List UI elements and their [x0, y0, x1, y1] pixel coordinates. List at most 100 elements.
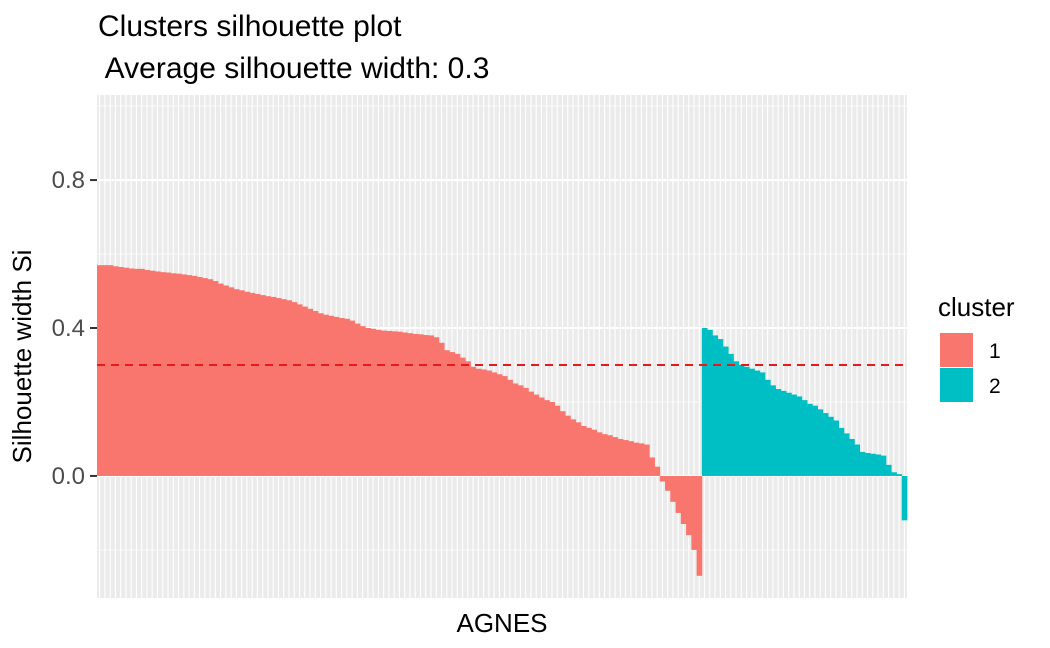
silhouette-bar-cluster-1	[659, 475, 666, 482]
silhouette-bar-cluster-1	[444, 350, 450, 476]
silhouette-bar-cluster-1	[570, 419, 577, 476]
silhouette-bar-cluster-1	[217, 283, 224, 476]
silhouette-bar-cluster-2	[864, 453, 871, 476]
silhouette-bar-cluster-2	[833, 420, 840, 476]
silhouette-bar-cluster-1	[307, 308, 314, 476]
silhouette-bar-cluster-2	[759, 372, 766, 476]
legend: cluster 1 2	[938, 292, 1015, 402]
silhouette-bar-cluster-2	[717, 339, 724, 476]
silhouette-bar-cluster-2	[807, 403, 813, 476]
silhouette-bar-cluster-1	[281, 299, 287, 476]
silhouette-bar-cluster-1	[349, 320, 356, 476]
silhouette-bar-cluster-1	[517, 385, 524, 476]
silhouette-bar-cluster-1	[438, 342, 445, 476]
silhouette-bar-cluster-1	[181, 274, 187, 476]
silhouette-bar-cluster-1	[175, 273, 182, 476]
silhouette-bar-cluster-1	[412, 333, 419, 476]
silhouette-bar-cluster-2	[764, 379, 771, 476]
silhouette-bar-cluster-1	[296, 304, 303, 476]
silhouette-bar-cluster-1	[233, 289, 240, 476]
silhouette-bar-cluster-2	[722, 346, 729, 476]
silhouette-bar-cluster-1	[591, 429, 598, 476]
silhouette-bar-cluster-1	[465, 361, 471, 476]
silhouette-bar-cluster-1	[228, 287, 235, 476]
silhouette-bar-cluster-1	[244, 291, 250, 476]
silhouette-bar-cluster-1	[144, 269, 150, 476]
silhouette-bar-cluster-1	[139, 268, 145, 476]
silhouette-bar-cluster-2	[775, 389, 782, 476]
legend-label-cluster-1: 1	[989, 340, 1001, 363]
silhouette-bar-cluster-2	[838, 427, 845, 476]
silhouette-bar-cluster-2	[812, 405, 818, 476]
silhouette-bar-cluster-1	[170, 273, 177, 476]
silhouette-bar-cluster-2	[843, 433, 850, 476]
silhouette-bar-cluster-1	[675, 475, 682, 513]
silhouette-bar-cluster-1	[638, 443, 645, 476]
silhouette-bar-cluster-2	[733, 361, 740, 476]
silhouette-bar-cluster-1	[191, 275, 198, 476]
silhouette-bar-cluster-1	[686, 475, 692, 536]
silhouette-bar-cluster-1	[338, 318, 345, 476]
silhouette-bar-cluster-1	[328, 315, 335, 476]
silhouette-bar-cluster-1	[165, 272, 172, 476]
silhouette-bar-cluster-1	[186, 275, 193, 476]
silhouette-bar-cluster-1	[523, 387, 529, 476]
silhouette-bar-cluster-2	[891, 472, 897, 476]
silhouette-bar-cluster-1	[622, 440, 629, 476]
silhouette-bar-cluster-2	[712, 335, 719, 476]
silhouette-bar-cluster-1	[502, 376, 508, 476]
silhouette-bar-cluster-1	[486, 370, 492, 476]
silhouette-bar-cluster-1	[575, 422, 582, 476]
silhouette-bar-cluster-1	[212, 281, 219, 476]
silhouette-bar-cluster-1	[470, 366, 477, 476]
silhouette-bar-cluster-1	[454, 353, 461, 476]
y-axis-title: Silhouette width Si	[7, 250, 37, 464]
silhouette-bar-cluster-1	[149, 270, 156, 476]
silhouette-bar-cluster-1	[607, 435, 613, 476]
silhouette-bar-cluster-1	[196, 276, 203, 476]
chart-title: Clusters silhouette plot	[98, 10, 402, 43]
silhouette-bar-cluster-1	[423, 335, 429, 476]
silhouette-bar-cluster-1	[275, 298, 282, 476]
silhouette-bar-cluster-1	[649, 457, 655, 476]
silhouette-bar-cluster-2	[801, 400, 808, 476]
silhouette-bar-cluster-1	[507, 379, 513, 476]
y-tick-label: 0.4	[52, 315, 85, 342]
silhouette-bar-cluster-1	[617, 438, 624, 476]
y-tick-label: 0.8	[52, 167, 85, 194]
silhouette-bar-cluster-2	[796, 396, 803, 476]
silhouette-bar-cluster-1	[133, 268, 140, 476]
silhouette-bar-cluster-2	[859, 451, 866, 476]
legend-key-cluster-1	[940, 333, 973, 367]
x-axis-title: AGNES	[456, 608, 547, 638]
y-tick-label: 0.0	[52, 463, 85, 490]
silhouette-bar-cluster-1	[365, 328, 371, 476]
silhouette-bar-cluster-1	[123, 267, 129, 476]
silhouette-bar-cluster-1	[370, 328, 377, 476]
silhouette-bar-cluster-1	[402, 332, 408, 476]
silhouette-bar-cluster-2	[770, 385, 776, 476]
silhouette-bar-cluster-1	[475, 368, 482, 476]
silhouette-bar-cluster-1	[391, 331, 398, 476]
silhouette-bar-cluster-1	[239, 290, 245, 476]
silhouette-bar-cluster-1	[207, 279, 214, 476]
silhouette-bar-cluster-2	[849, 438, 855, 476]
silhouette-bar-cluster-1	[496, 374, 503, 476]
silhouette-bar-cluster-2	[754, 370, 761, 476]
silhouette-bar-cluster-1	[291, 302, 298, 476]
silhouette-bar-cluster-2	[728, 353, 734, 476]
silhouette-bar-cluster-2	[701, 328, 708, 476]
chart-subtitle: Average silhouette width: 0.3	[98, 52, 489, 85]
silhouette-bar-cluster-1	[359, 326, 366, 476]
silhouette-bar-cluster-1	[544, 400, 550, 476]
silhouette-bar-cluster-1	[533, 394, 540, 476]
silhouette-bar-cluster-2	[738, 364, 745, 476]
silhouette-bar-cluster-1	[612, 437, 619, 476]
silhouette-bar-cluster-1	[254, 293, 261, 476]
silhouette-bar-cluster-2	[786, 392, 792, 476]
silhouette-bar-cluster-2	[880, 455, 887, 476]
silhouette-bar-cluster-1	[354, 323, 361, 476]
legend-key-cluster-2	[940, 368, 973, 402]
silhouette-bar-cluster-1	[491, 372, 498, 476]
